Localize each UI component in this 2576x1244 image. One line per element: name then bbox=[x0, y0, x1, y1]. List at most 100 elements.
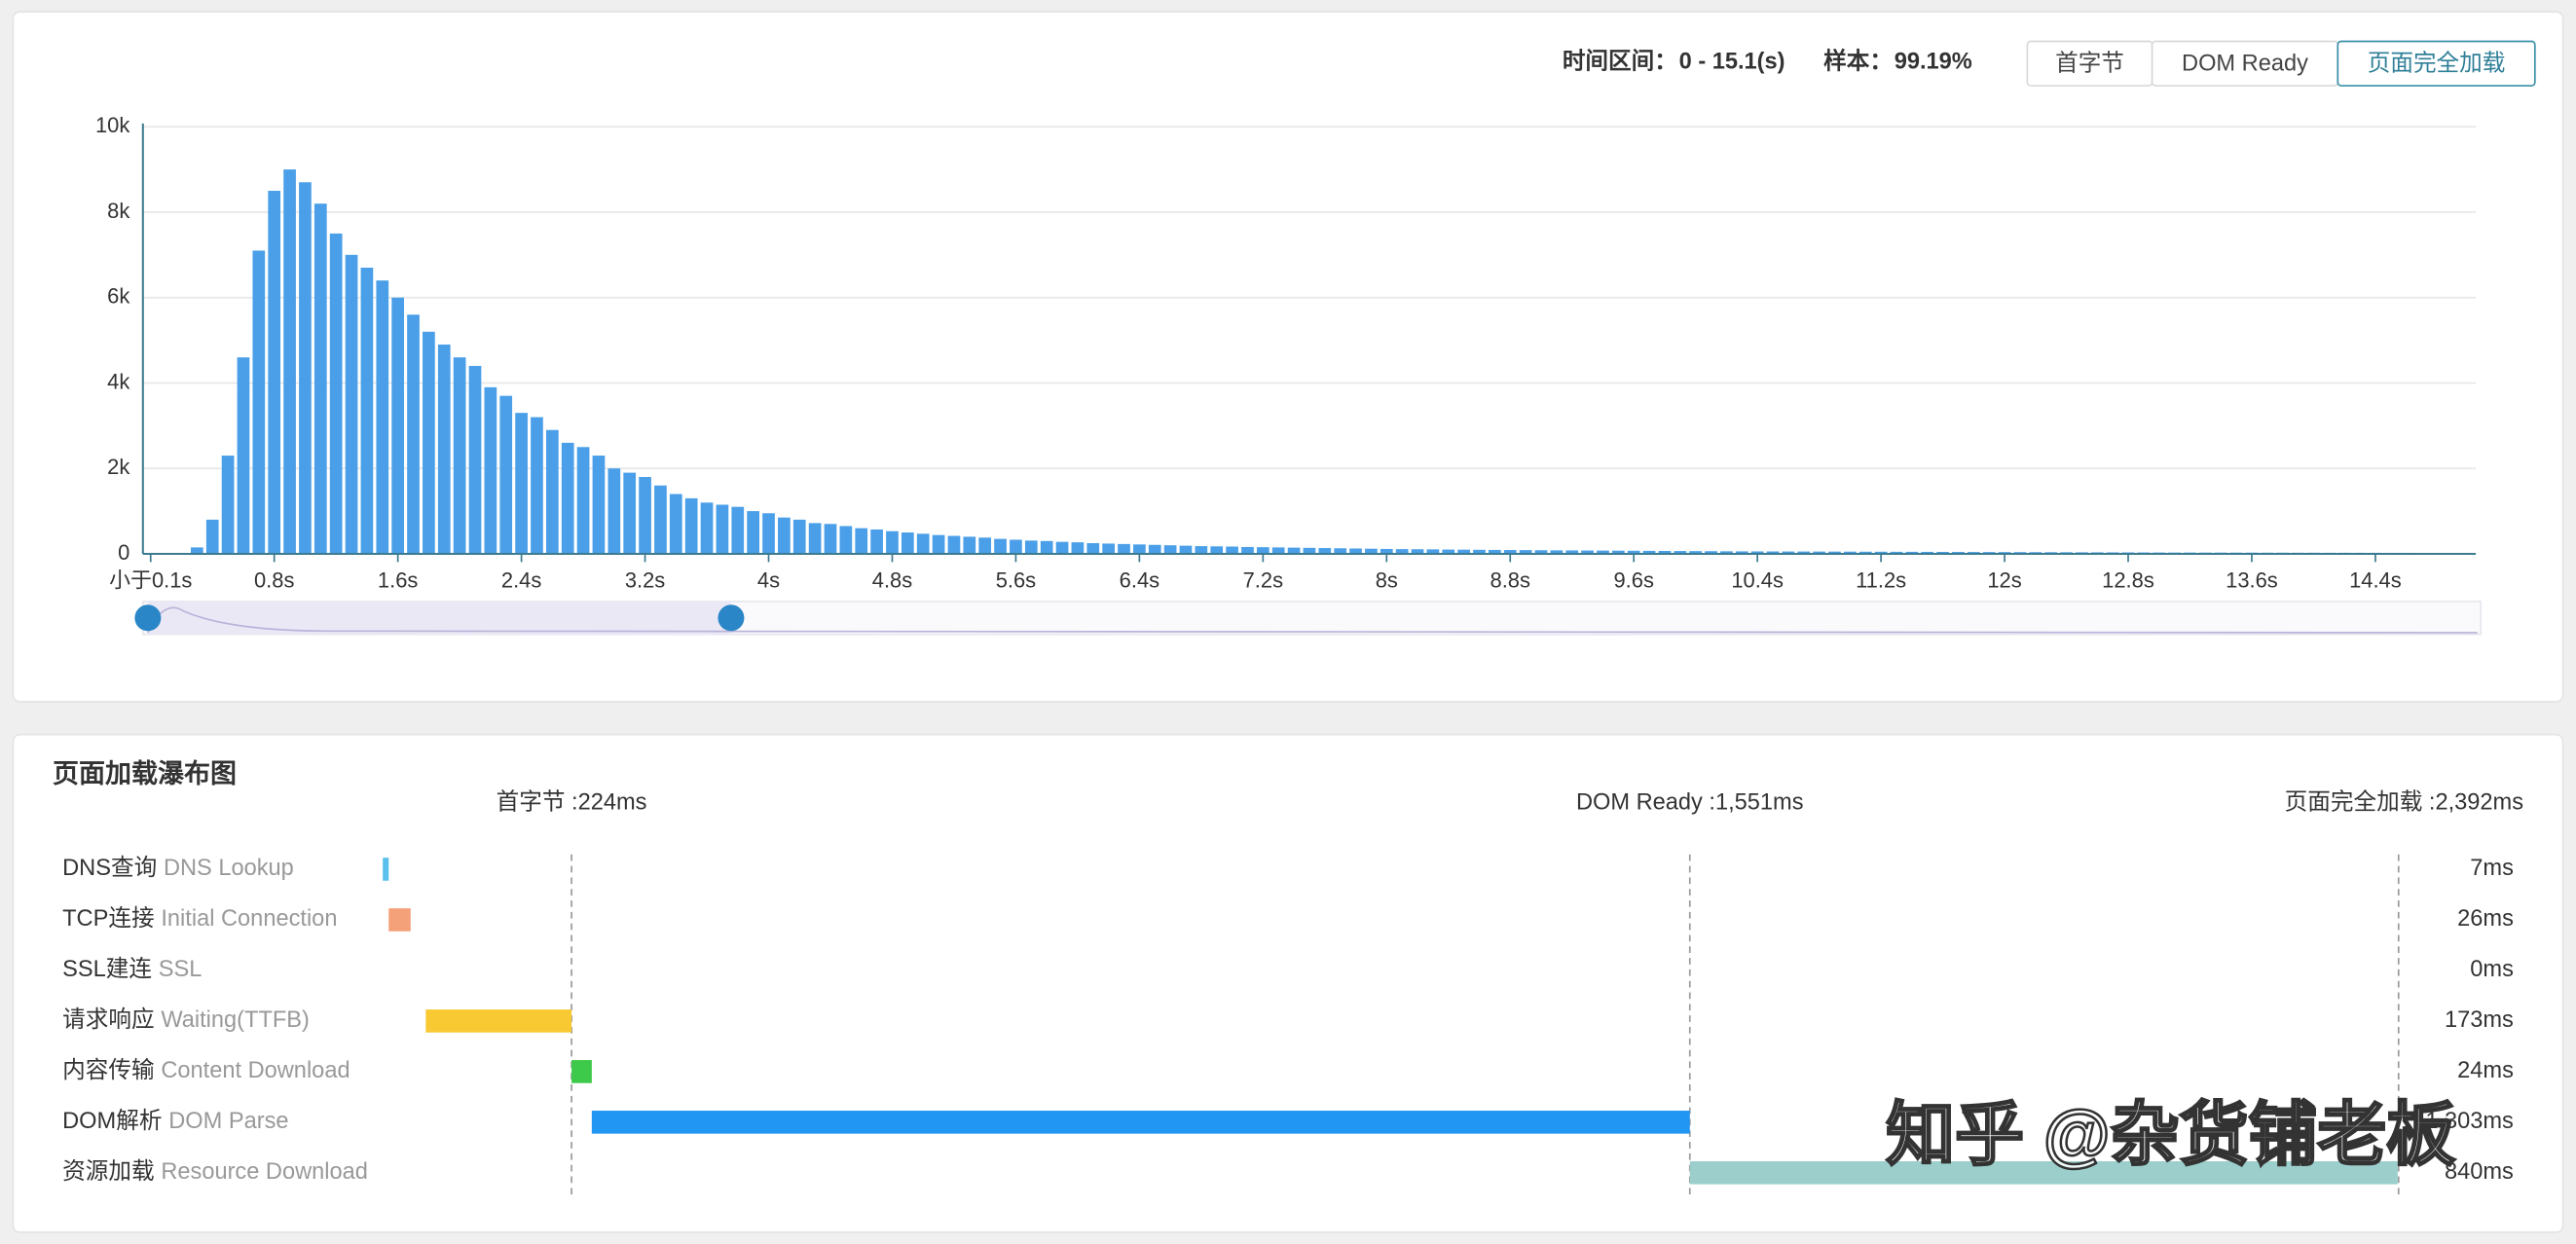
bar bbox=[561, 442, 574, 554]
zoom-handle[interactable] bbox=[134, 604, 162, 632]
bar bbox=[345, 254, 358, 554]
phase-name: TCP连接 bbox=[62, 905, 154, 932]
zoom-handle[interactable] bbox=[718, 604, 745, 632]
bar bbox=[607, 468, 621, 554]
bar bbox=[1534, 550, 1548, 554]
marker-label: 页面完全加载 :2,392ms bbox=[2285, 789, 2523, 816]
bar bbox=[1689, 551, 1703, 554]
bar bbox=[391, 297, 405, 554]
phase-name: 内容传输 bbox=[62, 1057, 154, 1083]
bar bbox=[191, 547, 203, 554]
bar bbox=[762, 513, 775, 554]
bar bbox=[1303, 547, 1316, 554]
bar bbox=[1179, 545, 1193, 554]
bar bbox=[870, 529, 883, 554]
y-tick-label: 0 bbox=[118, 540, 129, 565]
bar bbox=[1442, 549, 1455, 554]
x-tick-label: 4.8s bbox=[872, 567, 912, 592]
range-label: 时间区间： bbox=[1563, 49, 1677, 75]
zoom-window[interactable] bbox=[147, 601, 731, 635]
bar bbox=[1210, 546, 1224, 554]
phase-name-en: Initial Connection bbox=[161, 906, 337, 932]
sample-label: 样本： bbox=[1823, 48, 1893, 75]
x-tick-label: 11.2s bbox=[1856, 567, 1906, 592]
bar bbox=[886, 531, 899, 554]
phase-name: 资源加载 bbox=[62, 1158, 154, 1185]
x-tick-label: 12s bbox=[1987, 567, 2021, 592]
bar bbox=[515, 413, 528, 554]
y-tick-label: 10k bbox=[95, 113, 129, 137]
waterfall-title: 页面加载瀑布图 bbox=[53, 759, 237, 788]
bar bbox=[639, 476, 651, 554]
bar bbox=[1858, 551, 1872, 554]
bar bbox=[684, 497, 698, 554]
bar bbox=[376, 280, 389, 554]
bar bbox=[576, 447, 590, 554]
bar bbox=[484, 386, 497, 554]
phase-bar bbox=[571, 1060, 592, 1083]
bar bbox=[1349, 548, 1362, 554]
x-tick-label: 13.6s bbox=[2226, 567, 2278, 592]
tab-button[interactable] bbox=[2337, 40, 2536, 87]
bar bbox=[1627, 550, 1640, 554]
y-tick-label: 4k bbox=[107, 369, 129, 393]
phase-name: DNS查询 bbox=[62, 855, 157, 881]
bar bbox=[1040, 540, 1053, 554]
bar bbox=[1334, 548, 1347, 554]
data-zoom[interactable] bbox=[134, 601, 2482, 636]
bar bbox=[932, 534, 945, 554]
tab-label[interactable]: 页面完全加载 bbox=[2368, 50, 2506, 76]
bar bbox=[778, 517, 791, 554]
bar bbox=[1674, 551, 1687, 554]
bar bbox=[1133, 544, 1146, 554]
bar bbox=[1318, 548, 1332, 554]
bar bbox=[1797, 551, 1811, 554]
bar bbox=[1055, 541, 1069, 554]
phase-duration: 26ms bbox=[2457, 906, 2514, 932]
phase-name-en: Waiting(TTFB) bbox=[161, 1007, 310, 1033]
bar bbox=[855, 528, 868, 554]
header: 时间区间： 0 - 15.1(s) 样本： 99.19% bbox=[1563, 48, 1972, 75]
phase-name-en: DNS Lookup bbox=[164, 856, 294, 881]
phase-duration: 1,303ms bbox=[2425, 1109, 2514, 1134]
phase-name: DOM解析 bbox=[62, 1108, 162, 1134]
bar bbox=[1782, 551, 1795, 554]
phase-bar bbox=[425, 1009, 572, 1033]
bar bbox=[1395, 549, 1409, 554]
bar bbox=[623, 472, 637, 554]
x-tick-label: 2.4s bbox=[501, 567, 541, 592]
bar bbox=[545, 429, 559, 554]
phase-name-en: Content Download bbox=[161, 1058, 350, 1083]
bar bbox=[299, 182, 312, 554]
bar bbox=[221, 456, 235, 554]
bar bbox=[1890, 551, 1903, 554]
x-tick-label: 8.8s bbox=[1490, 567, 1530, 592]
x-tick-label: 3.2s bbox=[625, 567, 665, 592]
bar bbox=[669, 494, 682, 554]
marker-label: 首字节 :224ms bbox=[497, 789, 647, 816]
phase-bar bbox=[388, 908, 411, 932]
bar bbox=[329, 233, 343, 554]
bar bbox=[1102, 543, 1115, 554]
range-value: 0 - 15.1(s) bbox=[1679, 50, 1785, 75]
bar bbox=[700, 502, 714, 554]
bar bbox=[1565, 550, 1579, 554]
bar bbox=[1024, 540, 1038, 554]
bar bbox=[268, 191, 281, 554]
waterfall-card bbox=[12, 733, 2564, 1233]
bar bbox=[963, 536, 976, 554]
phase-bar bbox=[591, 1111, 1690, 1134]
bar bbox=[1844, 551, 1857, 554]
bar bbox=[1163, 545, 1177, 554]
bar bbox=[1473, 549, 1486, 554]
bar bbox=[531, 417, 543, 554]
tab-label[interactable]: DOM Ready bbox=[2182, 51, 2308, 76]
bar bbox=[839, 526, 853, 554]
tab-label[interactable]: 首字节 bbox=[2055, 50, 2124, 76]
x-tick-label: 6.4s bbox=[1120, 567, 1159, 592]
bar bbox=[1457, 549, 1470, 554]
y-tick-label: 8k bbox=[107, 199, 129, 223]
x-tick-label: 14.4s bbox=[2349, 567, 2402, 592]
bar bbox=[237, 357, 250, 554]
